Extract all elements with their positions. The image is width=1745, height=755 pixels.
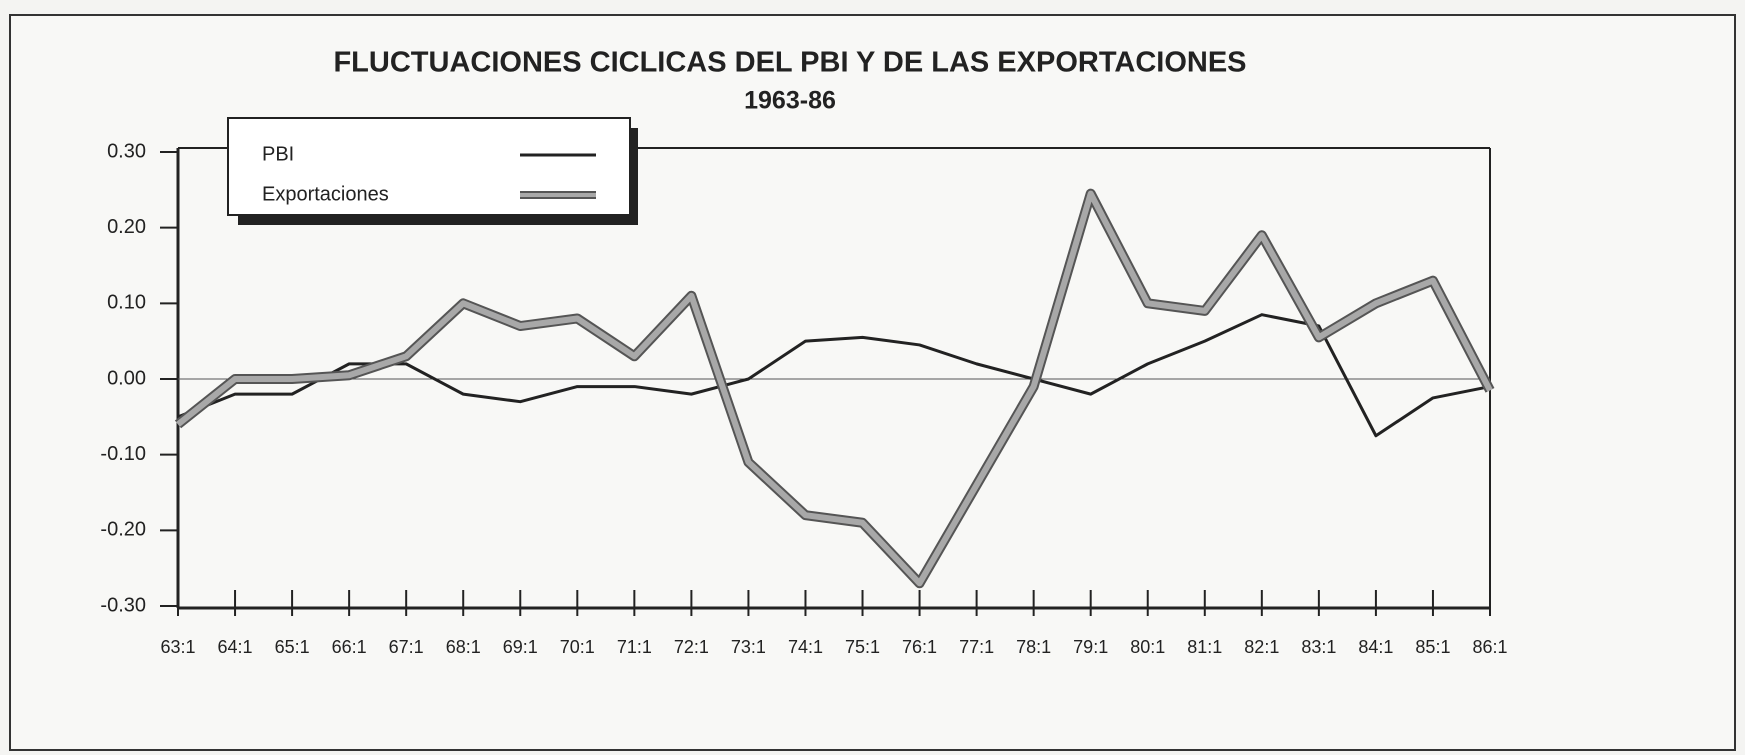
- x-tick-label: 85:1: [1415, 637, 1450, 657]
- y-tick-label: 0.30: [107, 140, 146, 162]
- x-tick-label: 79:1: [1073, 637, 1108, 657]
- y-tick-label: 0.10: [107, 292, 146, 314]
- x-tick-label: 74:1: [788, 637, 823, 657]
- y-tick-label: -0.10: [100, 443, 146, 465]
- x-tick-label: 84:1: [1358, 637, 1393, 657]
- x-tick-label: 65:1: [275, 637, 310, 657]
- x-tick-label: 73:1: [731, 637, 766, 657]
- x-tick-label: 82:1: [1244, 637, 1279, 657]
- chart-title: FLUCTUACIONES CICLICAS DEL PBI Y DE LAS …: [333, 47, 1246, 79]
- line: [176, 190, 1493, 587]
- y-tick-label: 0.00: [107, 367, 146, 389]
- chart-subtitle: 1963-86: [744, 87, 836, 115]
- x-tick-label: 69:1: [503, 637, 538, 657]
- x-tick-label: 66:1: [332, 637, 367, 657]
- x-tick-label: 68:1: [446, 637, 481, 657]
- x-tick-label: 70:1: [560, 637, 595, 657]
- x-tick-label: 86:1: [1472, 637, 1507, 657]
- legend-label: PBI: [262, 143, 294, 165]
- x-tick-label: 64:1: [218, 637, 253, 657]
- x-tick-label: 80:1: [1130, 637, 1165, 657]
- x-tick-label: 77:1: [959, 637, 994, 657]
- y-tick-label: -0.20: [100, 519, 146, 541]
- x-tick-label: 72:1: [674, 637, 709, 657]
- legend-label: Exportaciones: [262, 183, 389, 205]
- x-tick-label: 75:1: [845, 637, 880, 657]
- y-tick-label: 0.20: [107, 216, 146, 238]
- x-tick-label: 63:1: [160, 637, 195, 657]
- x-tick-label: 76:1: [902, 637, 937, 657]
- y-tick-label: -0.30: [100, 594, 146, 616]
- x-tick-label: 67:1: [389, 637, 424, 657]
- x-tick-label: 81:1: [1187, 637, 1222, 657]
- x-tick-label: 83:1: [1301, 637, 1336, 657]
- x-tick-label: 78:1: [1016, 637, 1051, 657]
- x-tick-label: 71:1: [617, 637, 652, 657]
